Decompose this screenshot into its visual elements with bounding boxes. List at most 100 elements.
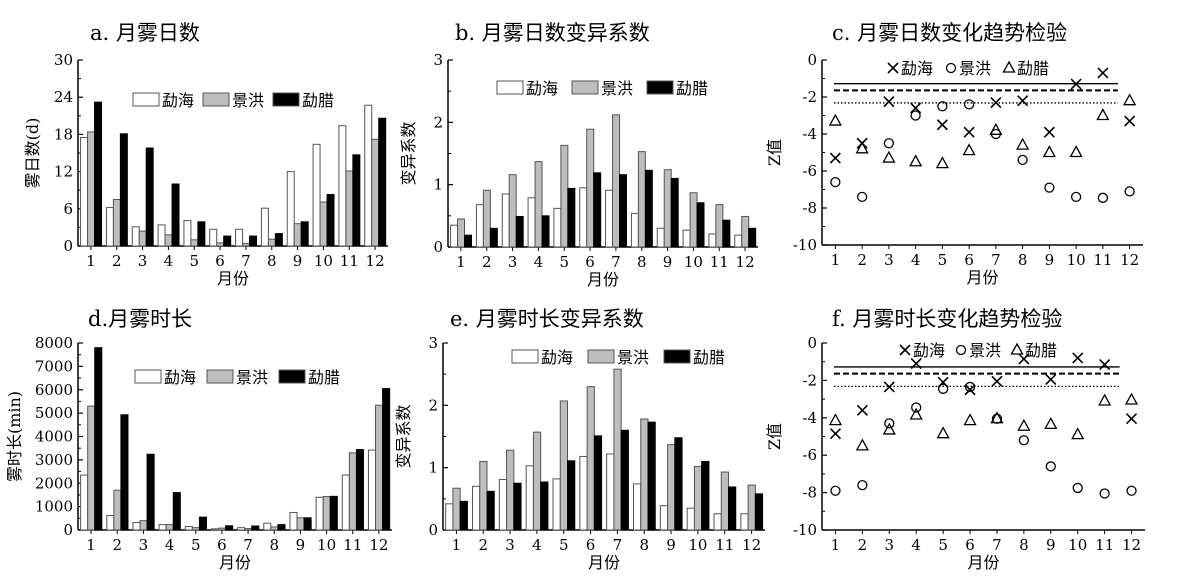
bar-景洪-2 (479, 460, 488, 531)
point-勐腊-2 (855, 141, 869, 154)
bar-勐海-5 (552, 478, 561, 531)
bar-勐海-6 (209, 228, 218, 247)
x-tick-label: 11 (715, 536, 734, 554)
legend-marker (955, 344, 967, 356)
point-勐海-11 (1099, 358, 1111, 371)
bar-勐腊-7 (251, 525, 260, 531)
y-tick-label: -4 (802, 125, 817, 143)
x-tick-label: 9 (666, 536, 676, 554)
x-tick-label: 2 (112, 536, 122, 554)
x-axis-label: 月份 (967, 553, 999, 572)
point-景洪-6 (963, 99, 975, 110)
bar-勐腊-10 (701, 460, 710, 531)
y-tick-label: -6 (802, 162, 817, 180)
point-勐海-10 (1072, 352, 1084, 364)
point-勐海-3 (883, 96, 895, 108)
point-景洪-6 (964, 381, 976, 393)
point-勐海-3 (883, 381, 895, 393)
point-勐腊-10 (1069, 145, 1083, 158)
point-景洪-12 (1126, 485, 1137, 496)
legend-swatch (663, 349, 691, 364)
x-tick-label: 9 (1046, 536, 1056, 554)
bar-景洪-2 (112, 199, 121, 247)
y-tick-label: 12 (54, 163, 73, 181)
legend-swatch (272, 92, 300, 107)
bar-勐腊-3 (145, 147, 154, 247)
y-tick-label: 0 (63, 237, 73, 255)
bar-勐海-8 (630, 212, 639, 248)
point-勐海-6 (964, 384, 976, 396)
x-tick-label: 7 (611, 253, 621, 271)
x-tick-label: 2 (482, 253, 492, 271)
bar-勐腊-4 (541, 215, 550, 248)
bar-勐海-10 (686, 507, 695, 531)
x-tick-label: 10 (314, 252, 333, 270)
legend-label: 勐腊 (308, 368, 340, 387)
y-tick-label: 1 (428, 459, 438, 477)
point-勐海-11 (1097, 67, 1109, 79)
bar-勐腊-10 (696, 202, 705, 248)
bar-勐腊-6 (593, 435, 603, 531)
point-景洪-2 (856, 191, 868, 203)
y-axis-label: Z值 (765, 139, 784, 166)
point-勐腊-3 (882, 150, 896, 163)
bar-勐海-9 (656, 227, 665, 248)
y-tick-label: 6000 (35, 381, 73, 399)
bar-景洪-11 (348, 452, 357, 531)
bar-勐海-7 (606, 453, 615, 531)
x-tick-label: 4 (534, 253, 544, 271)
bar-勐腊-9 (674, 437, 683, 531)
y-tick-label: 3 (428, 334, 438, 352)
point-景洪-4 (911, 402, 922, 413)
bar-勐腊-12 (748, 227, 757, 248)
bar-勐海-4 (158, 524, 167, 531)
x-tick-label: 6 (965, 536, 975, 554)
y-tick-label: 6 (63, 200, 73, 218)
point-景洪-5 (937, 101, 948, 112)
bar-景洪-3 (506, 449, 515, 531)
point-勐腊-5 (935, 156, 949, 169)
point-景洪-8 (1018, 435, 1030, 446)
x-tick-label: 5 (938, 251, 948, 269)
bar-勐腊-7 (619, 174, 628, 248)
bar-勐腊-7 (620, 429, 629, 531)
point-景洪-9 (1044, 182, 1055, 193)
point-勐腊-11 (1096, 108, 1110, 121)
bar-勐腊-5 (567, 187, 576, 248)
bar-勐腊-11 (728, 486, 737, 531)
x-tick-label: 3 (139, 536, 149, 554)
bar-景洪-10 (319, 201, 328, 247)
x-tick-label: 7 (992, 536, 1002, 554)
bar-勐海-6 (210, 528, 220, 531)
bar-景洪-4 (164, 234, 173, 247)
bar-勐腊-9 (300, 221, 309, 247)
y-tick-label: 24 (54, 88, 73, 106)
bar-勐海-3 (498, 479, 508, 531)
bar-勐腊-1 (464, 234, 473, 248)
point-勐腊-9 (1042, 145, 1056, 158)
bar-景洪-3 (508, 174, 517, 248)
y-tick-label: 30 (54, 51, 73, 69)
bar-勐腊-2 (120, 414, 129, 531)
bar-景洪-7 (242, 243, 251, 247)
legend-label: 勐海 (526, 79, 558, 98)
bar-景洪-10 (693, 465, 703, 531)
point-景洪-12 (1124, 186, 1135, 197)
bar-勐海-2 (472, 485, 481, 531)
point-勐海-12 (1124, 115, 1136, 127)
legend-label: 勐腊 (302, 91, 334, 110)
bar-勐海-2 (106, 515, 115, 531)
bar-勐海-5 (553, 207, 562, 248)
bar-勐海-10 (312, 143, 321, 247)
bar-勐海-4 (525, 465, 534, 531)
x-tick-label: 8 (1018, 251, 1028, 269)
point-景洪-3 (884, 418, 895, 429)
x-tick-label: 12 (736, 253, 755, 271)
bar-勐腊-11 (352, 154, 361, 247)
point-勐海-8 (1018, 353, 1030, 365)
bar-景洪-8 (270, 526, 279, 531)
x-tick-label: 6 (964, 251, 974, 269)
x-tick-label: 3 (884, 251, 894, 269)
x-tick-label: 12 (369, 536, 388, 554)
bar-勐海-1 (450, 224, 459, 248)
